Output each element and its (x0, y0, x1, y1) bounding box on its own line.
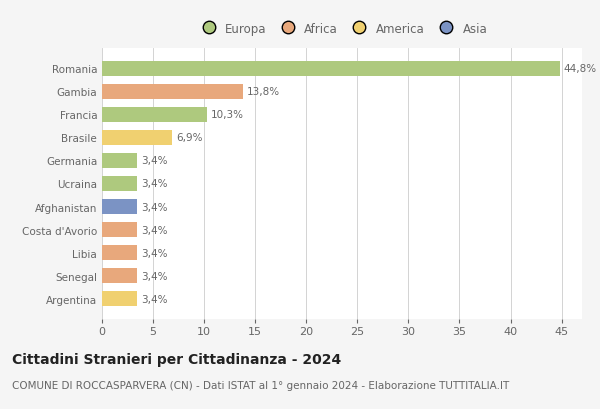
Bar (102, 61, 560, 76)
Text: 3,4%: 3,4% (141, 156, 167, 166)
Bar (102, 292, 137, 307)
Bar (102, 108, 207, 122)
Bar (102, 130, 172, 146)
Bar (102, 269, 137, 284)
Text: 44,8%: 44,8% (563, 64, 597, 74)
Text: 3,4%: 3,4% (141, 294, 167, 304)
Text: Cittadini Stranieri per Cittadinanza - 2024: Cittadini Stranieri per Cittadinanza - 2… (12, 352, 341, 366)
Bar (102, 246, 137, 261)
Bar (102, 177, 137, 191)
Bar (102, 84, 243, 99)
Text: 3,4%: 3,4% (141, 179, 167, 189)
Bar (102, 222, 137, 238)
Text: 10,3%: 10,3% (211, 110, 244, 120)
Text: 3,4%: 3,4% (141, 271, 167, 281)
Bar (102, 200, 137, 215)
Text: 13,8%: 13,8% (247, 87, 280, 97)
Text: COMUNE DI ROCCASPARVERA (CN) - Dati ISTAT al 1° gennaio 2024 - Elaborazione TUTT: COMUNE DI ROCCASPARVERA (CN) - Dati ISTA… (12, 380, 509, 390)
Text: 3,4%: 3,4% (141, 202, 167, 212)
Text: 3,4%: 3,4% (141, 225, 167, 235)
Bar (102, 153, 137, 169)
Text: 3,4%: 3,4% (141, 248, 167, 258)
Legend: Europa, Africa, America, Asia: Europa, Africa, America, Asia (197, 22, 487, 36)
Text: 6,9%: 6,9% (176, 133, 203, 143)
